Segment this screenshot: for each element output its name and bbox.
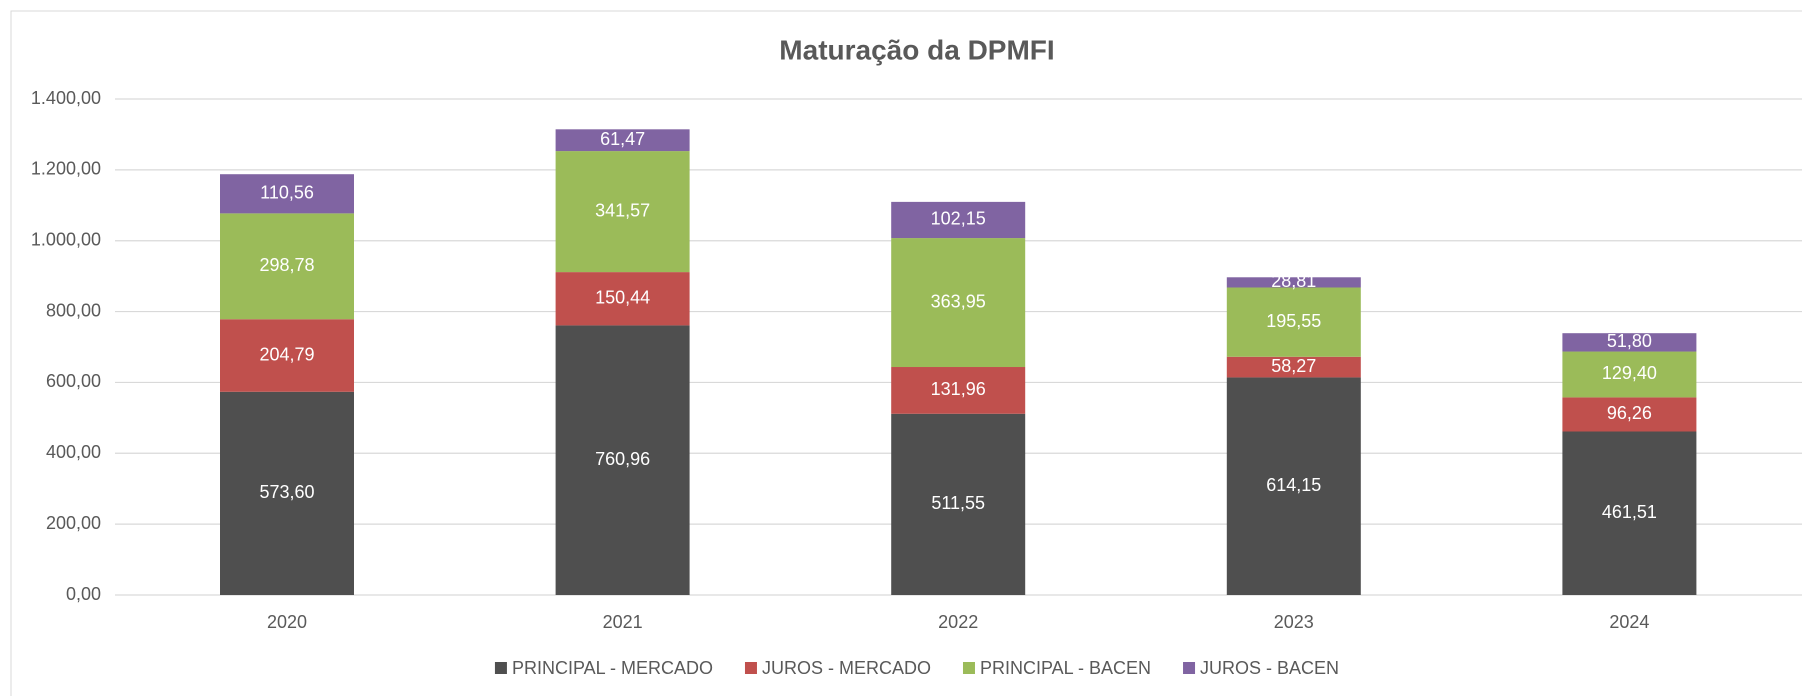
y-tick-label: 1.000,00 xyxy=(31,229,101,249)
bar-segment xyxy=(1226,277,1361,288)
data-label: 204,79 xyxy=(259,344,314,364)
data-label: 363,95 xyxy=(931,291,986,311)
bar-segment xyxy=(555,129,690,152)
bar-segment xyxy=(555,151,690,273)
data-label: 58,27 xyxy=(1271,356,1316,376)
legend-label: PRINCIPAL - BACEN xyxy=(980,658,1151,678)
x-tick-label: 2021 xyxy=(603,612,643,632)
data-label: 61,47 xyxy=(600,129,645,149)
bar-segment xyxy=(1562,351,1697,398)
data-label: 298,78 xyxy=(259,255,314,275)
y-tick-label: 400,00 xyxy=(46,442,101,462)
data-label: 131,96 xyxy=(931,379,986,399)
data-label: 195,55 xyxy=(1266,311,1321,331)
y-tick-label: 1.200,00 xyxy=(31,159,101,179)
data-label: 511,55 xyxy=(931,493,985,513)
bar-segment xyxy=(1562,431,1697,595)
x-tick-label: 2023 xyxy=(1274,612,1314,632)
legend-swatch xyxy=(494,662,507,674)
bar-segment xyxy=(220,174,354,214)
bar-segment xyxy=(891,413,1026,595)
y-tick-label: 200,00 xyxy=(46,513,101,533)
y-tick-label: 800,00 xyxy=(46,300,101,320)
x-tick-label: 2020 xyxy=(267,612,307,632)
data-label: 102,15 xyxy=(931,209,986,229)
data-label: 28,81 xyxy=(1271,271,1316,291)
bar-segment xyxy=(891,367,1026,414)
legend-swatch xyxy=(962,662,975,674)
bar-segment xyxy=(220,391,354,595)
x-tick-label: 2022 xyxy=(938,612,978,632)
data-label: 110,56 xyxy=(260,183,314,203)
y-tick-label: 600,00 xyxy=(46,371,101,391)
bar-segment xyxy=(555,325,690,595)
data-label: 573,60 xyxy=(259,482,314,502)
chart-title: Maturação da DPMFI xyxy=(779,34,1054,65)
legend-label: JUROS - BACEN xyxy=(1200,658,1339,678)
bar-segment xyxy=(1226,287,1361,357)
bar-segment xyxy=(1562,397,1697,432)
data-label: 96,26 xyxy=(1607,403,1652,423)
legend-label: JUROS - MERCADO xyxy=(762,658,931,678)
legend-label: PRINCIPAL - MERCADO xyxy=(512,658,713,678)
y-tick-label: 0,00 xyxy=(66,584,101,604)
legend-swatch xyxy=(1183,662,1196,674)
bar-segment xyxy=(1226,356,1361,378)
bar-segment xyxy=(220,319,354,392)
data-label: 760,96 xyxy=(595,449,650,469)
legend-swatch xyxy=(744,662,757,674)
data-label: 150,44 xyxy=(595,288,650,308)
data-label: 341,57 xyxy=(595,200,650,220)
data-label: 51,80 xyxy=(1607,331,1652,351)
bar-segment xyxy=(220,213,354,320)
data-label: 614,15 xyxy=(1266,475,1321,495)
y-tick-label: 1.400,00 xyxy=(31,88,101,108)
bar-segment xyxy=(555,272,690,326)
bar-segment xyxy=(1562,333,1697,352)
x-tick-label: 2024 xyxy=(1609,612,1649,632)
data-label: 129,40 xyxy=(1602,363,1657,383)
bar-segment xyxy=(891,201,1026,239)
bar-segment xyxy=(891,238,1026,368)
data-label: 461,51 xyxy=(1602,502,1657,522)
bar-segment xyxy=(1226,377,1361,595)
